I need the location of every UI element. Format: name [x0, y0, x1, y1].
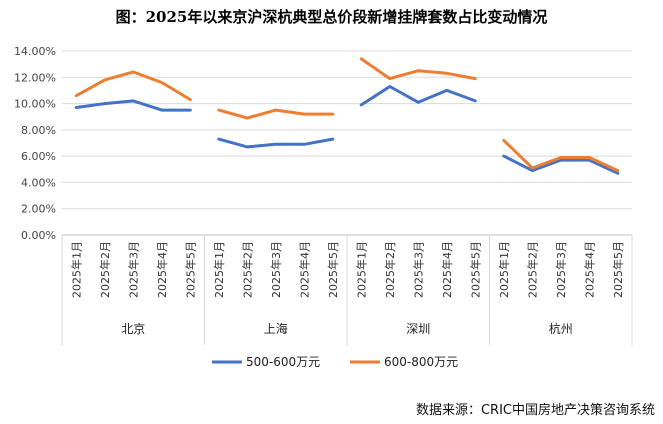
x-tick-label: 2025年5月 — [326, 241, 340, 298]
x-tick-label: 2025年5月 — [183, 241, 197, 298]
group-label: 上海 — [264, 321, 288, 336]
legend-label: 600-800万元 — [384, 355, 458, 369]
series-line — [359, 57, 477, 81]
x-tick-label: 2025年2月 — [383, 241, 397, 298]
chart-title: 图：2025年以来京沪深杭典型总价段新增挂牌套数占比变动情况 — [115, 8, 548, 26]
legend-label: 500-600万元 — [246, 355, 320, 369]
group-label: 深圳 — [406, 322, 430, 336]
y-tick-label: 10.00% — [14, 98, 56, 111]
series-line — [74, 70, 192, 102]
y-tick-label: 12.00% — [14, 71, 56, 84]
x-tick-label: 2025年2月 — [98, 241, 112, 298]
x-tick-label: 2025年2月 — [525, 241, 539, 298]
x-tick-label: 2025年1月 — [212, 241, 226, 298]
y-tick-label: 0.00% — [21, 229, 56, 242]
series-line — [359, 85, 477, 107]
x-tick-label: 2025年4月 — [582, 241, 596, 298]
x-tick-label: 2025年4月 — [155, 241, 169, 298]
x-tick-label: 2025年1月 — [69, 241, 83, 298]
x-tick-label: 2025年2月 — [240, 241, 254, 298]
x-tick-label: 2025年3月 — [269, 241, 283, 298]
y-tick-label: 8.00% — [21, 124, 56, 137]
y-axis-ticks: 0.00% 2.00% 4.00% 6.00% 8.00% 10.00% 12.00% 14.… — [14, 45, 56, 242]
series-line — [217, 137, 335, 149]
x-tick-label: 2025年3月 — [554, 241, 568, 298]
y-tick-label: 14.00% — [14, 45, 56, 58]
x-tick-label: 2025年1月 — [354, 241, 368, 298]
x-tick-label: 2025年3月 — [126, 241, 140, 298]
series-lines — [74, 57, 620, 175]
series-line — [74, 99, 192, 112]
y-tick-label: 6.00% — [21, 150, 56, 163]
group-label: 杭州 — [549, 321, 573, 336]
y-tick-label: 2.00% — [21, 203, 56, 216]
x-tick-label: 2025年4月 — [440, 241, 454, 298]
x-tick-label: 2025年1月 — [497, 241, 511, 298]
x-tick-label: 2025年3月 — [411, 241, 425, 298]
group-label: 北京 — [121, 322, 145, 336]
y-tick-label: 4.00% — [21, 176, 56, 189]
x-tick-label: 2025年5月 — [468, 241, 482, 298]
x-tick-label: 2025年4月 — [297, 241, 311, 298]
legend: 500-600万元 600-800万元 — [212, 355, 458, 369]
series-line — [502, 154, 620, 175]
series-line — [217, 108, 335, 120]
source-note: 数据来源：CRIC中国房地产决策咨询系统 — [415, 403, 655, 418]
x-tick-label: 2025年5月 — [611, 241, 625, 298]
series-line — [502, 138, 620, 173]
